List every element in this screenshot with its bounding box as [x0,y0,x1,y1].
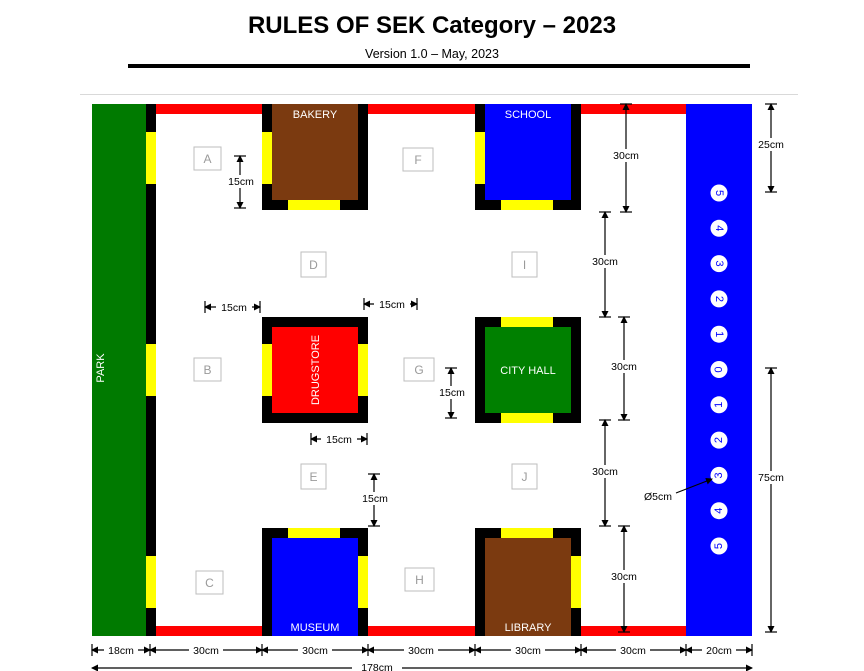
dim-30cm-2: 30cm [592,256,618,268]
zone-j: J [511,463,538,490]
dim-15cm-d: 15cm [326,434,352,446]
zone-a: A [193,146,222,171]
stripe-number-markers: 5 4 3 2 1 0 1 2 3 4 5 [710,184,728,555]
stripe-number-2: 3 [713,261,725,267]
dim-15cm-a: 15cm [228,176,254,188]
school-label: SCHOOL [505,109,551,121]
dim-15cm-f: 15cm [362,493,388,505]
svg-text:I: I [523,258,526,272]
bottom-dim-3: 30cm [408,645,434,657]
bottom-dim-bg-2 [298,644,332,656]
stripe-circle-4 [710,325,728,343]
stripe-circle-6 [710,396,728,414]
left-marker-a [146,132,156,184]
svg-text:G: G [414,363,423,377]
zone-d: D [300,251,327,278]
stripe-number-3: 2 [713,296,725,302]
top-red-edge [154,104,686,114]
dim-30cm-5: 30cm [611,571,637,583]
bottom-dim-1: 30cm [193,645,219,657]
svg-text:J: J [522,470,528,484]
stripe-circle-3 [710,290,728,308]
dim-25cm: 25cm [758,139,784,151]
bakery-building: BAKERY [262,104,368,210]
stripe-circle-1 [710,219,728,237]
svg-text:A: A [203,152,211,166]
museum-building: MUSEUM [262,528,368,636]
dim-total: 178cm [361,662,393,671]
bakery-label: BAKERY [293,109,338,121]
drugstore-building: DRUGSTORE [262,317,368,423]
stripe-circle-10 [710,537,728,555]
library-building: LIBRARY [475,528,581,636]
dim-15cm-c: 15cm [379,299,405,311]
bottom-dim-bg-0 [104,644,138,656]
zone-e: E [300,463,327,490]
bottom-dim-bg-6 [702,644,736,656]
stripe-circle-5 [710,361,728,378]
stripe-number-5: 0 [713,366,725,372]
stripe-number-0: 5 [713,190,725,196]
svg-text:C: C [205,576,214,590]
bottom-dim-0: 18cm [108,645,134,657]
stripe-circle-0 [710,184,728,202]
svg-text:E: E [309,470,317,484]
stripe-number-8: 3 [713,472,725,478]
dim-diameter-5cm: Ø5cm [644,491,672,503]
stripe-number-7: 2 [713,437,725,443]
zone-g: G [403,357,435,382]
bottom-dim-bg-4 [511,644,545,656]
bottom-dim-6: 20cm [706,645,732,657]
dim-15cm-e: 15cm [439,387,465,399]
school-building: SCHOOL [475,104,581,210]
document-title: RULES OF SEK Category – 2023 [247,12,617,39]
dim-75cm: 75cm [758,472,784,484]
stripe-circle-9 [710,502,728,520]
svg-text:F: F [414,153,421,167]
stripe-number-1: 4 [713,225,725,231]
bottom-red-edge [154,626,686,636]
city-hall-label: CITY HALL [500,365,555,377]
dim-30cm-3: 30cm [611,361,637,373]
zone-c: C [195,570,224,595]
bottom-dim-bg-1 [189,644,223,656]
svg-text:H: H [415,573,424,587]
left-marker-b [146,344,156,396]
stripe-number-9: 4 [713,508,725,514]
stripe-number-6: 1 [713,402,725,408]
zone-i: I [511,251,538,278]
dim-30cm-4: 30cm [592,466,618,478]
museum-label: MUSEUM [291,622,340,634]
header-rule [128,64,750,68]
frame-top-line [80,94,798,95]
drugstore-label: DRUGSTORE [310,335,322,405]
stripe-number-10: 5 [713,543,725,549]
dim-30cm-1: 30cm [613,150,639,162]
bottom-dim-2: 30cm [302,645,328,657]
park-label: PARK [95,353,107,383]
zone-b: B [193,357,222,382]
bottom-dimension-chain: 18cm 30cm 30cm 30cm 30cm 30cm 20cm [104,644,736,657]
document-version: Version 1.0 – May, 2023 [365,47,499,61]
stripe-number-4: 1 [713,331,725,337]
city-hall-building: CITY HALL [475,317,581,423]
zone-h: H [404,567,435,592]
stripe-circle-2 [710,255,728,273]
dim-15cm-b: 15cm [221,302,247,314]
bottom-dim-5: 30cm [620,645,646,657]
bottom-dim-4: 30cm [515,645,541,657]
left-marker-c [146,556,156,608]
zone-f: F [402,147,434,172]
svg-text:B: B [203,363,211,377]
bottom-dim-bg-3 [404,644,438,656]
bottom-dim-bg-5 [616,644,650,656]
svg-text:D: D [309,258,318,272]
stripe-circle-7 [710,431,728,449]
park-area [92,104,146,636]
library-label: LIBRARY [505,622,553,634]
stripe-circle-8 [710,466,728,484]
